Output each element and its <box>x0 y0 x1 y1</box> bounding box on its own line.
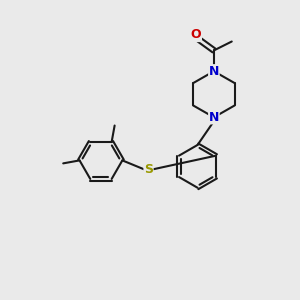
Text: S: S <box>144 163 153 176</box>
Text: N: N <box>209 65 219 78</box>
Text: O: O <box>191 28 201 41</box>
Text: N: N <box>209 111 219 124</box>
